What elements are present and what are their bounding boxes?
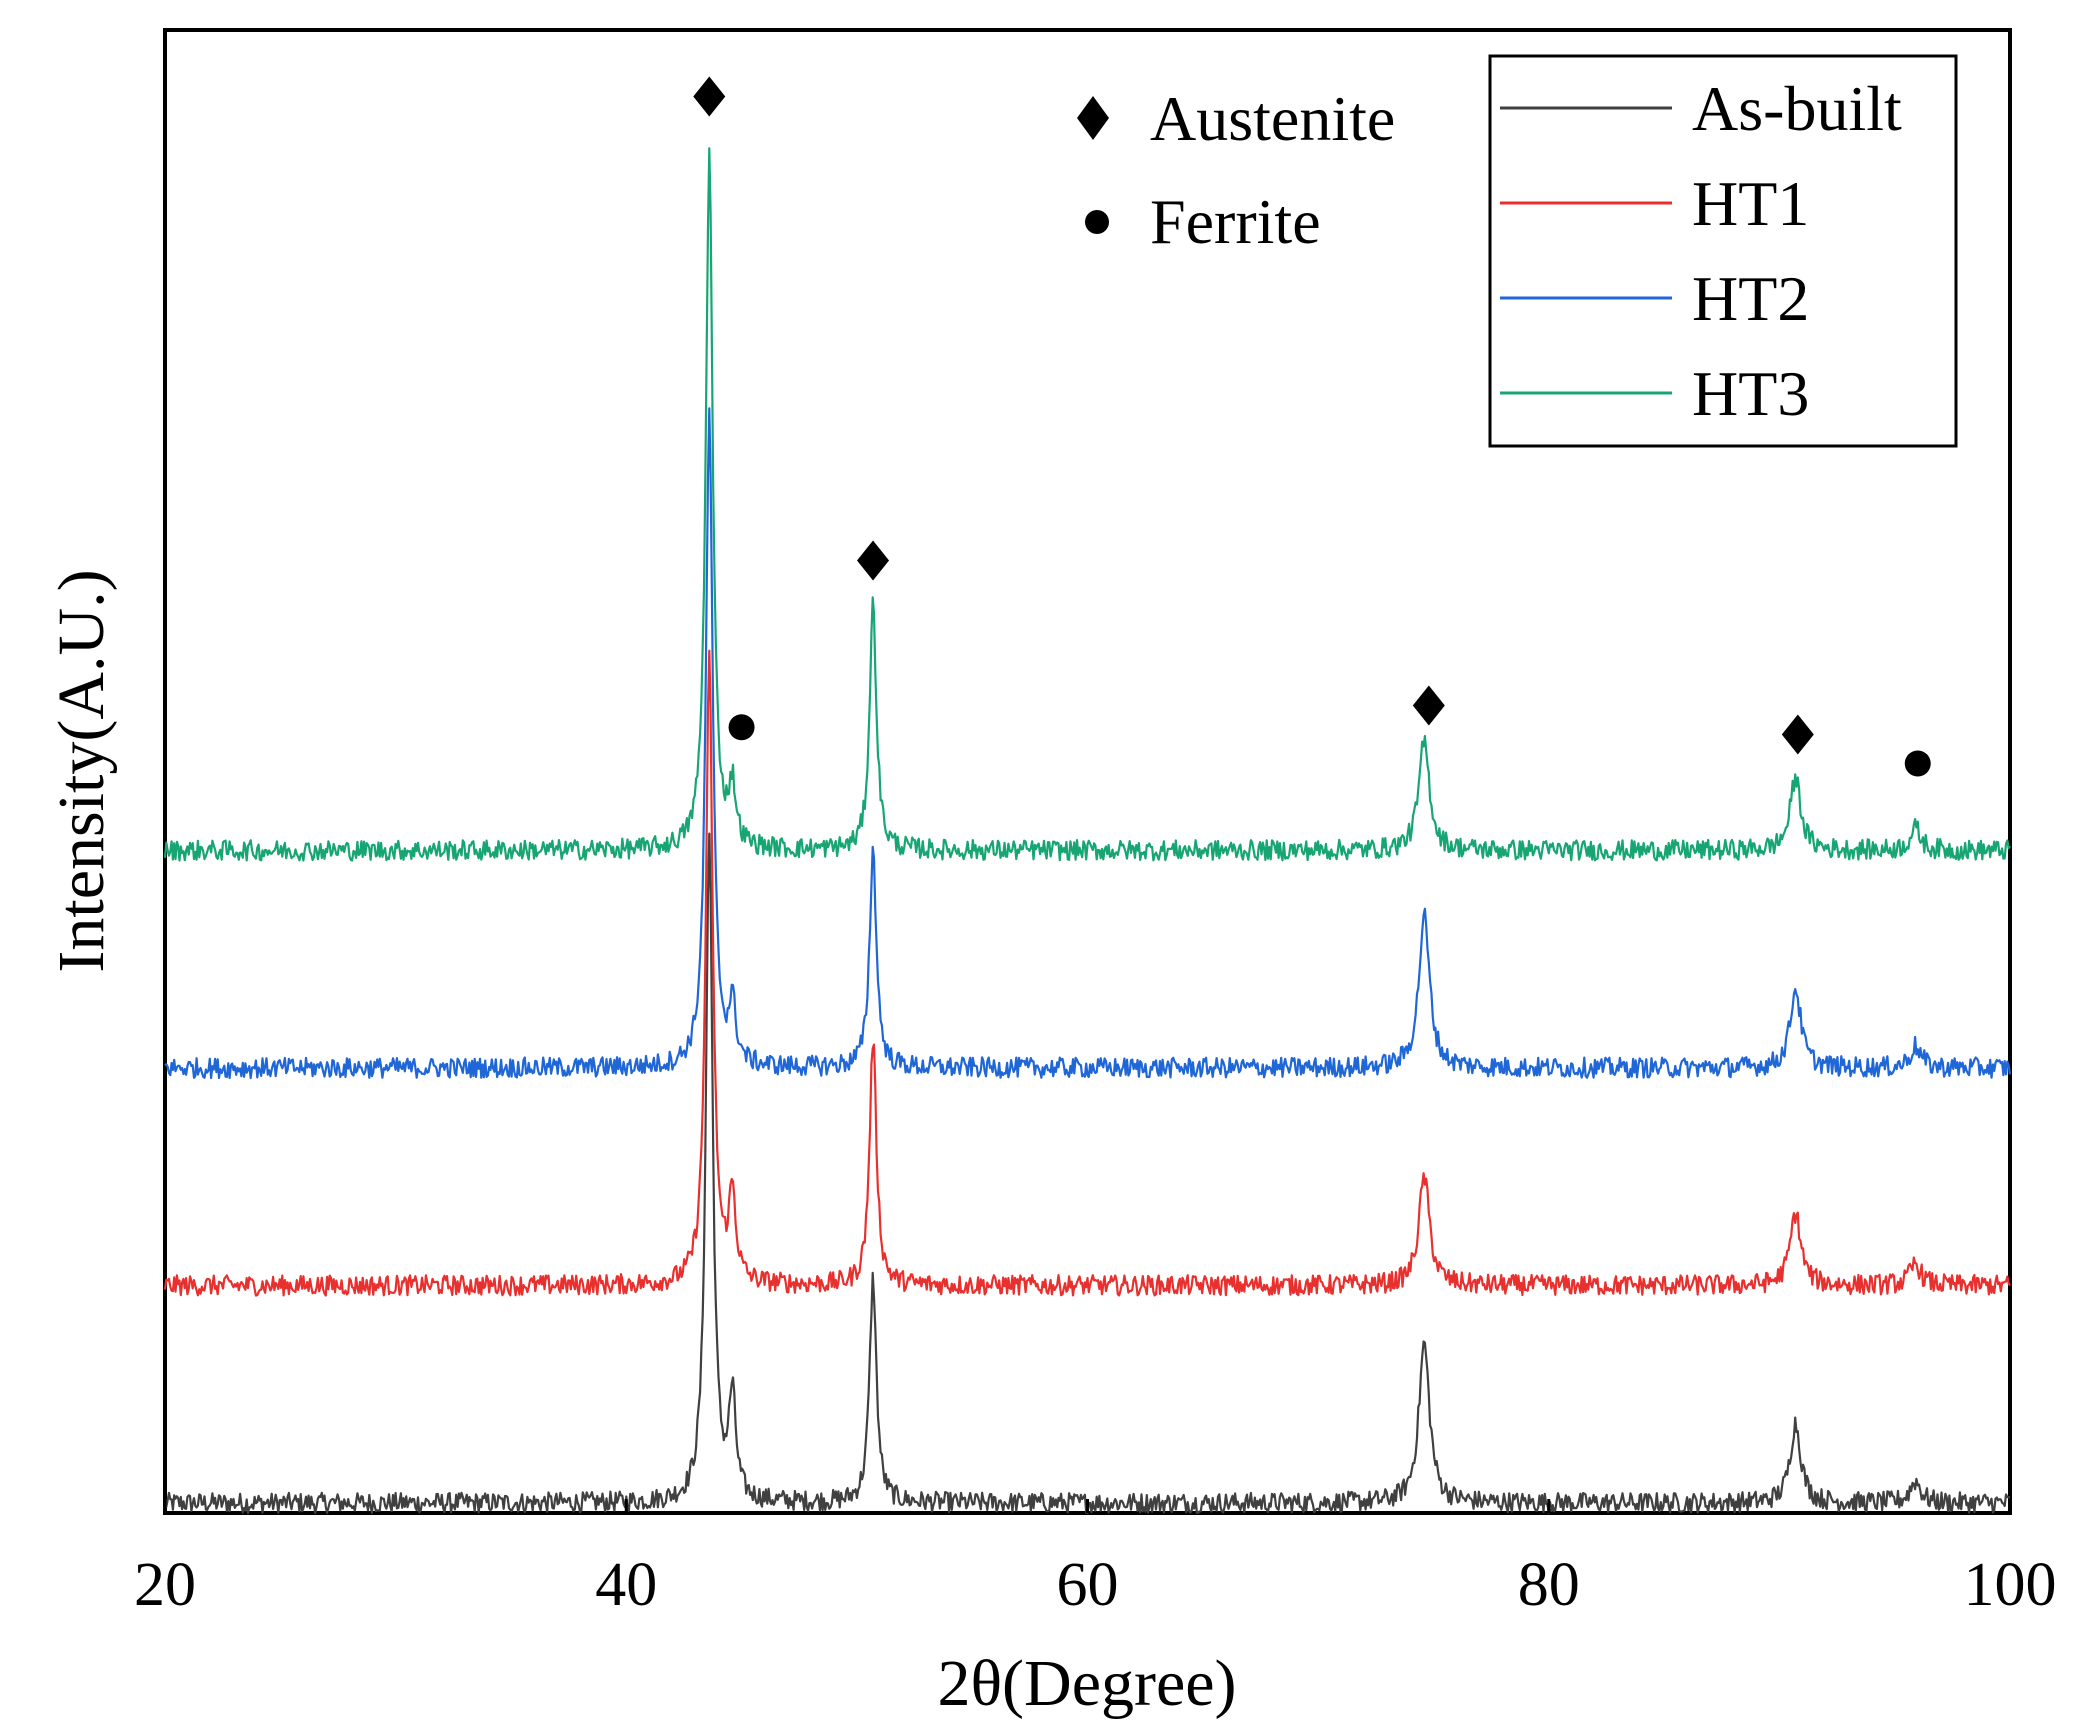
series-line-as-built <box>163 832 2011 1515</box>
x-axis-ticks: 20 40 60 80 100 <box>134 1499 2057 1619</box>
x-axis-title: 2θ(Degree) <box>937 1647 1236 1720</box>
phase-marker-group <box>693 76 1931 777</box>
legend-label-ht2: HT2 <box>1692 263 1809 334</box>
austenite-marker-3 <box>1412 685 1445 726</box>
austenite-marker-0 <box>693 76 726 117</box>
legend-label-ht3: HT3 <box>1692 358 1809 429</box>
phase-legend: Austenite Ferrite <box>1077 83 1395 257</box>
x-tick-label-80: 80 <box>1518 1551 1580 1619</box>
phase-legend-ferrite: Ferrite <box>1150 186 1321 257</box>
legend-label-as-built: As-built <box>1692 73 1902 144</box>
series-line-ht2 <box>164 407 2012 1080</box>
legend-box <box>1488 54 1958 448</box>
austenite-diamond-icon <box>1077 96 1109 140</box>
x-tick-label-20: 20 <box>134 1551 196 1619</box>
austenite-marker-4 <box>1781 714 1814 755</box>
ferrite-marker-2 <box>728 714 755 741</box>
series-legend: As-built HT1 HT2 HT3 <box>1488 54 1958 448</box>
series-line-ht1 <box>163 649 2011 1297</box>
y-axis-title: Intensity(A.U.) <box>45 569 118 972</box>
series-line-ht3 <box>163 147 2011 862</box>
ferrite-circle-icon <box>1085 210 1109 234</box>
phase-legend-austenite: Austenite <box>1150 83 1395 154</box>
x-tick-label-60: 60 <box>1057 1551 1119 1619</box>
austenite-marker-1 <box>857 540 890 581</box>
ferrite-marker-5 <box>1904 750 1931 777</box>
x-tick-label-40: 40 <box>595 1551 657 1619</box>
legend-label-ht1: HT1 <box>1692 168 1809 239</box>
x-tick-label-100: 100 <box>1964 1551 2057 1619</box>
